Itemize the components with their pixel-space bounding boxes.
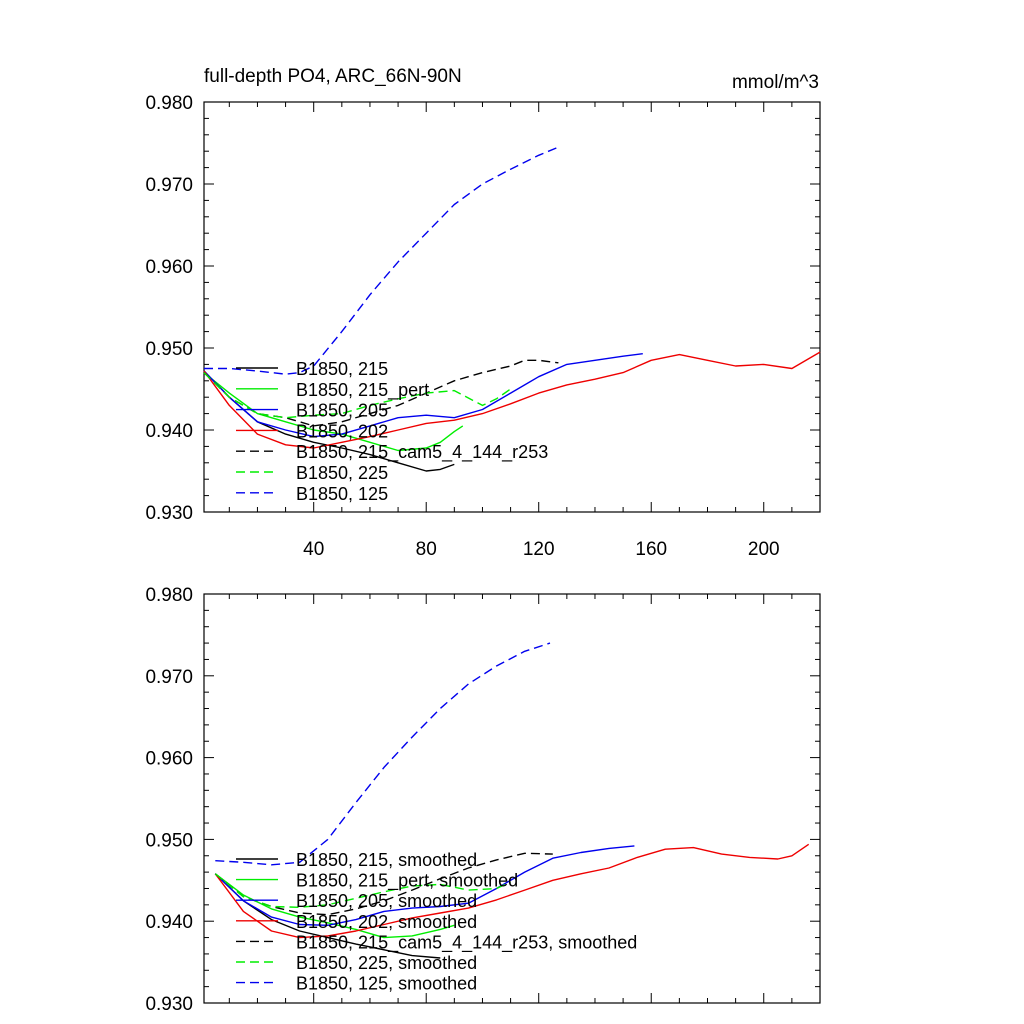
chart-panel-1: 0.930 0.940 0.950 0.960 0.970 0.980 40 80 120 160… bbox=[145, 93, 821, 560]
legend-label: B1850, 215_pert bbox=[296, 380, 429, 401]
series-line-2 bbox=[214, 873, 455, 939]
chart-panel-2: 0.930 0.940 0.950 0.960 0.970 0.980 B1850, 215… bbox=[145, 585, 821, 1015]
series-line-6 bbox=[214, 873, 511, 908]
legend-label: B1850, 215, smoothed bbox=[296, 850, 477, 870]
x-tick-label: 160 bbox=[635, 539, 667, 560]
chart-title: full-depth PO4, ARC_66N-90N bbox=[204, 66, 462, 87]
legend-label: B1850, 215 bbox=[296, 359, 388, 379]
series-line-3 bbox=[203, 353, 643, 438]
y-tick-label: 0.930 bbox=[145, 503, 193, 524]
legend-label: B1850, 215_cam5_4_144_r253 bbox=[296, 442, 548, 463]
legend-label: B1850, 215_cam5_4_144_r253, smoothed bbox=[296, 932, 637, 953]
legend-label: B1850, 125, smoothed bbox=[296, 974, 477, 994]
legend-label: B1850, 205, smoothed bbox=[296, 891, 477, 911]
legend-label: B1850, 205 bbox=[296, 401, 388, 421]
tick-marks bbox=[204, 593, 821, 1004]
legend-label: B1850, 202 bbox=[296, 421, 388, 441]
x-tick-label: 120 bbox=[523, 539, 555, 560]
series-lines bbox=[214, 642, 810, 959]
y-tick-label: 0.960 bbox=[145, 749, 193, 770]
legend-label: B1850, 125 bbox=[296, 484, 388, 504]
y-tick-label: 0.970 bbox=[145, 667, 193, 688]
series-line-1 bbox=[214, 873, 441, 959]
series-line-4 bbox=[203, 351, 821, 449]
legend-label: B1850, 215_pert, smoothed bbox=[296, 871, 518, 892]
legend-label: B1850, 225, smoothed bbox=[296, 953, 477, 973]
series-line-3 bbox=[214, 845, 635, 926]
y-tick-label: 0.940 bbox=[145, 421, 193, 442]
chart-units: mmol/m^3 bbox=[732, 72, 819, 93]
series-line-7 bbox=[204, 146, 559, 375]
y-tick-label: 0.970 bbox=[145, 175, 193, 196]
y-tick-label: 0.950 bbox=[145, 830, 193, 851]
series-line-5 bbox=[214, 852, 553, 916]
y-tick-label: 0.960 bbox=[145, 257, 193, 278]
plot-frame bbox=[203, 593, 821, 1004]
x-tick-label: 80 bbox=[416, 539, 437, 560]
y-tick-label: 0.980 bbox=[145, 585, 193, 606]
series-lines bbox=[203, 146, 821, 472]
series-line-7 bbox=[215, 642, 551, 866]
y-tick-label: 0.930 bbox=[145, 994, 193, 1015]
legend-label: B1850, 202, smoothed bbox=[296, 912, 477, 932]
series-line-6 bbox=[203, 372, 511, 419]
series-line-4 bbox=[214, 843, 810, 939]
legend-label: B1850, 225 bbox=[296, 463, 388, 483]
y-tick-label: 0.950 bbox=[145, 339, 193, 360]
y-tick-label: 0.980 bbox=[145, 93, 193, 114]
tick-marks bbox=[204, 101, 821, 513]
x-tick-label: 40 bbox=[303, 539, 324, 560]
plot-frame bbox=[203, 101, 821, 513]
y-tick-label: 0.940 bbox=[145, 912, 193, 933]
x-tick-label: 200 bbox=[748, 539, 780, 560]
